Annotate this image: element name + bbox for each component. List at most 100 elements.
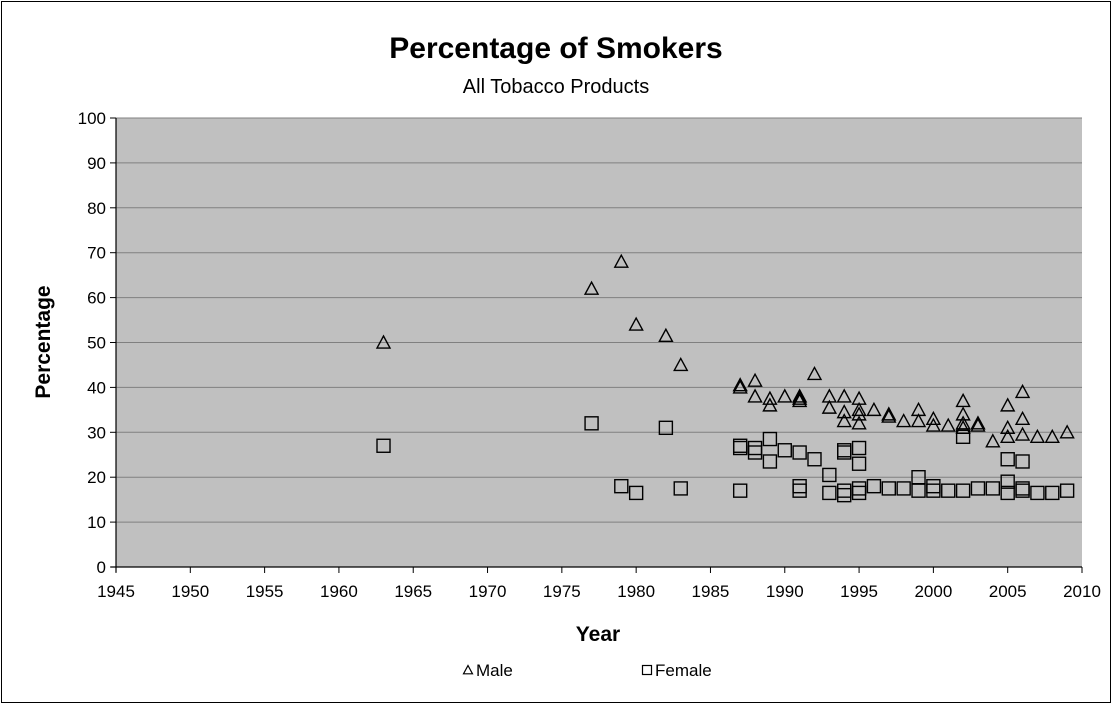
female-point [837, 487, 852, 503]
chart-subtitle: All Tobacco Products [463, 76, 649, 98]
x-tick-label: 1975 [543, 582, 581, 601]
male-point [836, 388, 852, 403]
female-point [911, 483, 926, 498]
male-point [910, 413, 927, 428]
male-point [762, 390, 778, 405]
male-point [613, 253, 629, 268]
female-point [792, 483, 807, 498]
y-tick-label: 0 [97, 558, 106, 577]
y-axis-ticks: 0 10 20 30 40 50 60 70 80 90 100 [78, 109, 116, 577]
female-point [747, 445, 763, 460]
female-point [955, 429, 971, 444]
y-tick-label: 40 [87, 378, 106, 397]
legend: Male Female [462, 661, 712, 680]
female-point [1015, 454, 1030, 469]
female-point [1000, 474, 1015, 489]
male-point [375, 334, 392, 349]
female-point [851, 485, 867, 501]
female-point [777, 443, 792, 458]
male-point [791, 392, 808, 408]
chart-title: Percentage of Smokers [389, 32, 722, 65]
male-point [985, 433, 1001, 448]
legend-male-label: Male [476, 661, 513, 680]
x-tick-label: 1965 [394, 582, 432, 601]
female-point [1059, 483, 1075, 498]
y-tick-label: 50 [87, 334, 106, 353]
male-point [895, 413, 912, 428]
male-point [762, 397, 778, 412]
x-tick-label: 1985 [692, 582, 730, 601]
y-tick-label: 70 [87, 244, 106, 263]
male-point [732, 377, 748, 392]
female-point [955, 483, 971, 498]
female-point [584, 416, 599, 431]
y-tick-label: 60 [87, 289, 106, 308]
y-tick-label: 30 [87, 423, 106, 442]
female-point [837, 445, 852, 460]
male-point [955, 419, 971, 435]
gridlines [116, 117, 1082, 523]
x-axis-label: Year [576, 623, 620, 646]
female-point [822, 467, 837, 483]
male-point [1000, 428, 1016, 444]
female-point [941, 483, 956, 498]
y-tick-label: 90 [87, 154, 106, 173]
female-point [896, 481, 911, 496]
female-point [1000, 452, 1015, 467]
female-point [985, 481, 1001, 496]
legend-male-marker [462, 664, 474, 675]
female-point [762, 454, 778, 469]
male-point [940, 417, 956, 432]
male-point [583, 280, 600, 295]
y-axis-label: Percentage [32, 285, 55, 398]
male-point [881, 406, 897, 421]
female-point [881, 481, 896, 496]
male-point [821, 399, 838, 414]
female-point [926, 483, 941, 498]
female-point [866, 478, 882, 494]
y-tick-label: 100 [78, 109, 106, 128]
x-tick-label: 1955 [246, 582, 284, 601]
x-tick-label: 1970 [469, 582, 507, 601]
male-point [851, 415, 867, 430]
female-point [807, 452, 822, 467]
female-point [1015, 483, 1030, 498]
male-point [925, 417, 942, 432]
male-point [806, 365, 823, 381]
male-point [1029, 428, 1046, 444]
male-point [851, 406, 867, 421]
x-tick-label: 1995 [840, 582, 878, 601]
male-point [1014, 410, 1031, 426]
data-points [375, 253, 1075, 503]
female-point [762, 431, 778, 447]
female-point [628, 485, 644, 501]
y-tick-label: 20 [87, 468, 106, 487]
female-point [1000, 485, 1015, 501]
male-point [628, 316, 644, 331]
male-point [1014, 426, 1031, 441]
x-tick-label: 1990 [766, 582, 804, 601]
male-point [1044, 428, 1060, 444]
x-tick-label: 2005 [989, 582, 1027, 601]
male-point [673, 356, 689, 372]
male-point [1000, 419, 1016, 435]
male-point [1059, 424, 1075, 439]
male-point [658, 327, 674, 342]
male-point [836, 404, 852, 419]
x-tick-label: 2000 [914, 582, 952, 601]
female-point [851, 440, 867, 456]
female-point [732, 440, 748, 456]
x-tick-label: 1945 [97, 582, 135, 601]
male-point [791, 388, 808, 403]
male-point [747, 388, 763, 403]
female-point [851, 456, 867, 471]
female-point [658, 420, 674, 436]
male-point [836, 413, 852, 428]
male-point [747, 372, 763, 387]
male-point [925, 410, 942, 426]
female-point [1045, 485, 1060, 501]
male-point [791, 390, 808, 405]
male-point [1014, 383, 1031, 399]
x-tick-label: 2010 [1063, 582, 1101, 601]
